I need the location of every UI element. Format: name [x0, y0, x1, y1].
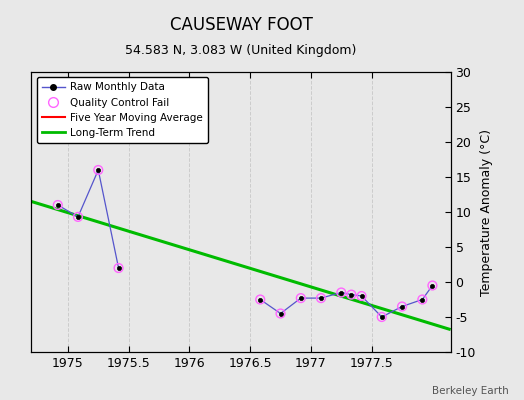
- Point: [398, 303, 406, 310]
- Y-axis label: Temperature Anomaly (°C): Temperature Anomaly (°C): [480, 128, 493, 296]
- Text: 54.583 N, 3.083 W (United Kingdom): 54.583 N, 3.083 W (United Kingdom): [125, 44, 357, 57]
- Point: [94, 167, 103, 173]
- Point: [53, 202, 62, 208]
- Point: [256, 296, 265, 303]
- Point: [347, 291, 356, 298]
- Point: [114, 265, 123, 271]
- Text: CAUSEWAY FOOT: CAUSEWAY FOOT: [170, 16, 312, 34]
- Point: [357, 293, 366, 299]
- Point: [428, 282, 436, 289]
- Text: Berkeley Earth: Berkeley Earth: [432, 386, 508, 396]
- Point: [297, 295, 305, 301]
- Legend: Raw Monthly Data, Quality Control Fail, Five Year Moving Average, Long-Term Tren: Raw Monthly Data, Quality Control Fail, …: [37, 77, 208, 143]
- Point: [276, 310, 285, 317]
- Point: [378, 314, 386, 320]
- Point: [418, 296, 427, 303]
- Point: [317, 295, 325, 301]
- Point: [74, 214, 82, 220]
- Point: [337, 289, 345, 296]
